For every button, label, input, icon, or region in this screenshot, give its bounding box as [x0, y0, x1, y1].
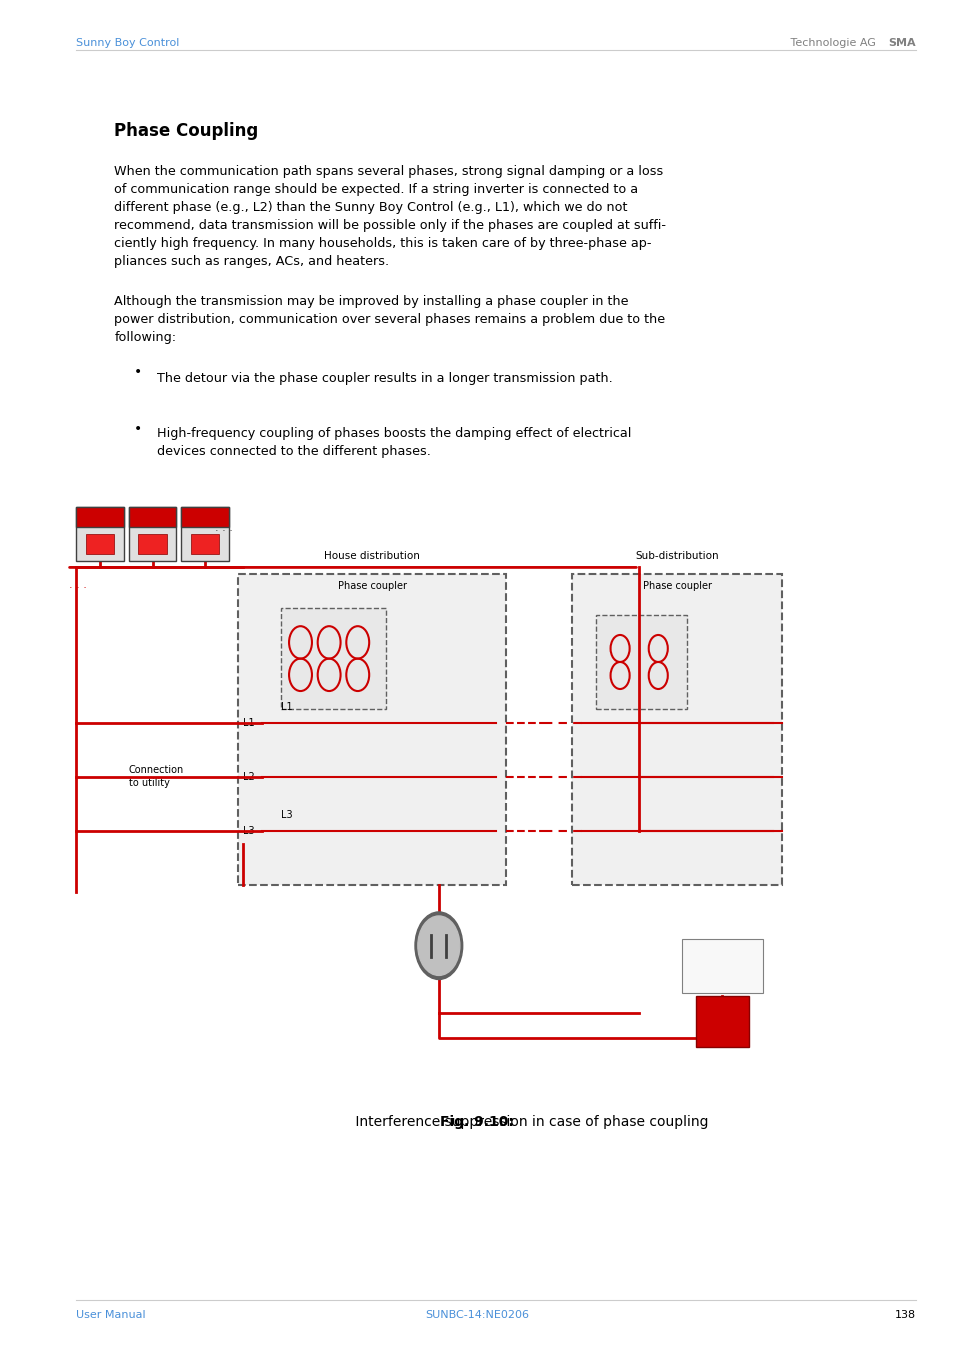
Circle shape	[415, 912, 462, 979]
Text: The detour via the phase coupler results in a longer transmission path.: The detour via the phase coupler results…	[157, 372, 613, 385]
Text: SBC: SBC	[714, 1019, 730, 1024]
Text: Phase Coupling: Phase Coupling	[114, 122, 258, 139]
FancyBboxPatch shape	[696, 996, 748, 1047]
FancyBboxPatch shape	[76, 507, 124, 527]
Text: •: •	[133, 422, 142, 435]
Text: 138: 138	[894, 1310, 915, 1320]
Text: · · ·: · · ·	[214, 526, 233, 536]
Text: L1: L1	[243, 717, 254, 728]
FancyBboxPatch shape	[181, 507, 229, 561]
Text: L1: L1	[281, 703, 293, 712]
FancyBboxPatch shape	[129, 507, 176, 561]
Text: Interference suppression in case of phase coupling: Interference suppression in case of phas…	[351, 1115, 707, 1128]
Text: Fig. 9.10:: Fig. 9.10:	[439, 1115, 514, 1128]
Text: L2: L2	[243, 771, 254, 782]
FancyBboxPatch shape	[238, 574, 505, 885]
FancyBboxPatch shape	[596, 615, 686, 709]
Text: When the communication path spans several phases, strong signal damping or a los: When the communication path spans severa…	[114, 165, 666, 267]
Text: SUNBC-14:NE0206: SUNBC-14:NE0206	[424, 1310, 529, 1320]
Text: Sub-distribution: Sub-distribution	[635, 551, 719, 561]
Text: Phase coupler: Phase coupler	[337, 581, 406, 590]
Text: Sunny Boy
Control: Sunny Boy Control	[698, 957, 746, 975]
FancyBboxPatch shape	[681, 939, 762, 993]
Text: House distribution: House distribution	[324, 551, 419, 561]
Text: · · ·: · · ·	[69, 582, 87, 593]
FancyBboxPatch shape	[138, 534, 167, 554]
Text: High-frequency coupling of phases boosts the damping effect of electrical
device: High-frequency coupling of phases boosts…	[157, 427, 631, 458]
Text: Phase coupler: Phase coupler	[642, 581, 711, 590]
Text: Sunny Boy Control: Sunny Boy Control	[76, 38, 179, 47]
FancyBboxPatch shape	[129, 507, 176, 527]
FancyBboxPatch shape	[86, 534, 114, 554]
Text: Connection
to utility: Connection to utility	[129, 765, 184, 789]
Text: Although the transmission may be improved by installing a phase coupler in the
p: Although the transmission may be improve…	[114, 295, 665, 343]
Circle shape	[417, 916, 459, 975]
FancyBboxPatch shape	[181, 507, 229, 527]
Text: SMA: SMA	[887, 38, 915, 47]
Text: User Manual: User Manual	[76, 1310, 146, 1320]
FancyBboxPatch shape	[76, 507, 124, 561]
Text: Technologie AG: Technologie AG	[786, 38, 875, 47]
Text: L3: L3	[281, 811, 293, 820]
Text: L3: L3	[243, 825, 254, 836]
FancyBboxPatch shape	[191, 534, 219, 554]
Text: •: •	[133, 365, 142, 378]
FancyBboxPatch shape	[281, 608, 386, 709]
FancyBboxPatch shape	[572, 574, 781, 885]
